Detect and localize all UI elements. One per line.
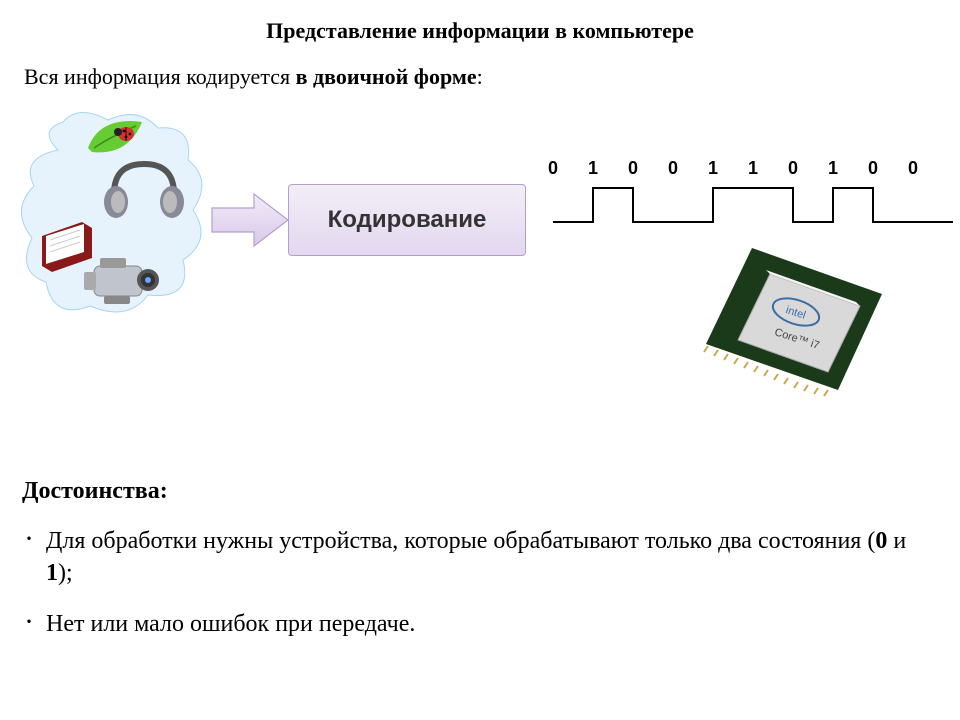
coding-box: Кодирование <box>288 184 526 256</box>
coding-label: Кодирование <box>328 206 487 234</box>
page-title: Представление информации в компьютере <box>0 0 960 44</box>
adv1-mid: и <box>887 528 906 554</box>
cloud-svg <box>18 110 208 320</box>
adv2-text: Нет или мало ошибок при передаче. <box>46 611 415 637</box>
signal-waveform <box>540 184 960 228</box>
subtitle: Вся информация кодируется в двоичной фор… <box>0 44 960 90</box>
adv1-text-a: Для обработки нужны устройства, которые … <box>46 528 875 554</box>
signal-bit: 0 <box>783 158 803 179</box>
media-cloud <box>18 110 208 320</box>
advantage-item-2: Нет или мало ошибок при передаче. <box>22 608 938 640</box>
signal-bit: 0 <box>863 158 883 179</box>
adv1-tail: ); <box>58 560 73 586</box>
adv1-one: 1 <box>46 560 58 586</box>
diagram-area: Кодирование 0100110100 <box>0 108 960 418</box>
subtitle-plain: Вся информация кодируется <box>24 64 296 89</box>
signal-bit: 0 <box>543 158 563 179</box>
advantages-title-text: Достоинства <box>22 478 160 504</box>
signal-bit: 1 <box>823 158 843 179</box>
cpu-chip: intel Core™ i7 <box>700 240 890 410</box>
advantage-item-1: Для обработки нужны устройства, которые … <box>22 525 938 590</box>
digital-signal: 0100110100 <box>540 158 960 228</box>
subtitle-tail: : <box>477 64 483 89</box>
arrow-icon <box>210 192 290 248</box>
signal-bit: 1 <box>743 158 763 179</box>
subtitle-bold: в двоичной форме <box>296 64 477 89</box>
signal-bit: 1 <box>583 158 603 179</box>
signal-bit: 0 <box>663 158 683 179</box>
signal-bit: 0 <box>903 158 923 179</box>
signal-bit: 0 <box>623 158 643 179</box>
signal-bit: 1 <box>703 158 723 179</box>
adv1-zero: 0 <box>875 528 887 554</box>
advantages-section: Достоинства: Для обработки нужны устройс… <box>22 478 938 658</box>
advantages-title: Достоинства: <box>22 478 938 505</box>
